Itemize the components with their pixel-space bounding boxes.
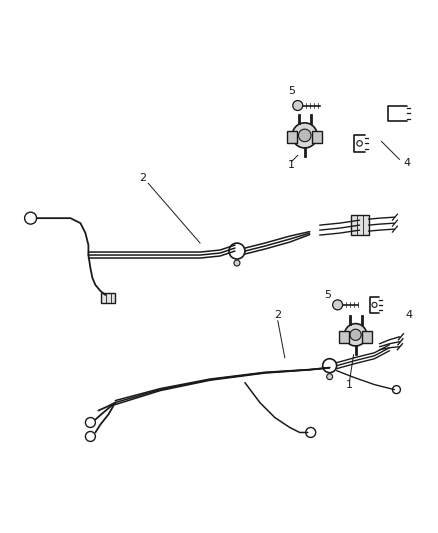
Circle shape xyxy=(233,260,240,266)
Circle shape xyxy=(356,141,361,146)
Circle shape xyxy=(292,101,302,110)
Circle shape xyxy=(349,329,360,341)
Bar xyxy=(350,215,367,235)
Circle shape xyxy=(344,324,366,346)
Circle shape xyxy=(371,302,376,308)
Text: 2: 2 xyxy=(274,310,281,320)
Circle shape xyxy=(332,300,342,310)
Bar xyxy=(339,331,349,343)
Circle shape xyxy=(298,129,310,142)
Text: 4: 4 xyxy=(403,158,410,168)
Text: 2: 2 xyxy=(138,173,145,183)
Text: 1: 1 xyxy=(288,160,295,171)
Text: 1: 1 xyxy=(345,379,352,390)
Bar xyxy=(101,293,115,303)
Bar xyxy=(286,132,297,143)
Text: 5: 5 xyxy=(288,86,295,95)
Circle shape xyxy=(292,123,317,148)
Bar xyxy=(311,132,321,143)
Text: 4: 4 xyxy=(405,310,412,320)
Text: 5: 5 xyxy=(323,290,330,300)
Bar xyxy=(361,331,371,343)
Circle shape xyxy=(326,374,332,379)
